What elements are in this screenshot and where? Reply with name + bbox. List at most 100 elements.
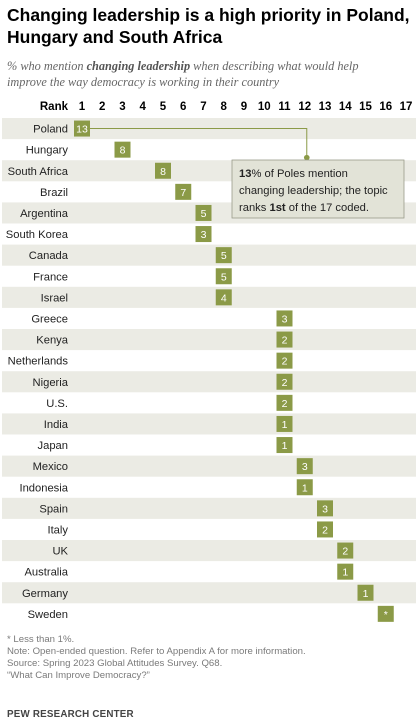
value-label: 1 bbox=[342, 567, 348, 579]
rank-tick-label: 5 bbox=[160, 101, 167, 113]
country-label: Netherlands bbox=[8, 356, 69, 368]
country-label: Italy bbox=[47, 524, 68, 536]
rank-square bbox=[215, 289, 232, 306]
subtitle-prefix: % who mention bbox=[7, 59, 87, 73]
rank-header: Rank bbox=[40, 101, 69, 113]
rank-square bbox=[195, 226, 212, 243]
country-label: Kenya bbox=[36, 335, 68, 347]
rank-tick-label: 9 bbox=[241, 101, 247, 113]
note-line: Note: Open-ended question. Refer to Appe… bbox=[7, 646, 306, 657]
rank-square bbox=[296, 458, 313, 475]
value-label: 3 bbox=[322, 503, 328, 515]
rank-tick-label: 13 bbox=[319, 101, 332, 113]
rank-square bbox=[175, 183, 192, 200]
value-label: 3 bbox=[201, 229, 207, 241]
note-line: * Less than 1%. bbox=[7, 634, 75, 645]
rank-square bbox=[357, 584, 374, 601]
row-stripe bbox=[2, 329, 416, 351]
rank-square bbox=[276, 352, 293, 369]
value-label: 1 bbox=[282, 419, 288, 431]
country-label: India bbox=[44, 419, 69, 431]
rank-tick-label: 12 bbox=[298, 101, 311, 113]
row-stripe bbox=[2, 582, 416, 604]
note-line: “What Can Improve Democracy?” bbox=[7, 670, 150, 681]
country-label: Argentina bbox=[20, 208, 69, 220]
value-label: 1 bbox=[302, 482, 308, 494]
rank-tick-label: 14 bbox=[339, 101, 352, 113]
rank-tick-label: 1 bbox=[79, 101, 86, 113]
rank-square bbox=[74, 120, 90, 137]
rank-tick-label: 15 bbox=[359, 101, 372, 113]
row-stripe bbox=[2, 244, 416, 266]
country-label: Germany bbox=[22, 588, 68, 600]
value-label: 5 bbox=[201, 208, 207, 220]
value-label: 2 bbox=[282, 398, 288, 410]
country-label: Sweden bbox=[28, 609, 68, 621]
rank-square bbox=[317, 500, 333, 517]
country-label: Mexico bbox=[33, 461, 68, 473]
country-label: Brazil bbox=[40, 187, 68, 199]
country-label: Indonesia bbox=[19, 482, 68, 494]
country-label: France bbox=[33, 271, 68, 283]
country-label: UK bbox=[52, 546, 68, 558]
country-label: Canada bbox=[29, 250, 69, 262]
rank-square bbox=[337, 542, 354, 559]
country-label: Nigeria bbox=[33, 377, 69, 389]
rank-tick-label: 3 bbox=[119, 101, 125, 113]
subtitle-emphasis: changing leadership bbox=[86, 59, 191, 73]
value-label: 1 bbox=[282, 440, 288, 452]
value-label: 2 bbox=[342, 546, 348, 558]
annotation-dot bbox=[303, 154, 310, 161]
rank-tick-label: 17 bbox=[400, 101, 413, 113]
rank-square bbox=[215, 247, 232, 264]
rank-square bbox=[276, 373, 293, 390]
value-label: 5 bbox=[221, 271, 227, 283]
rank-tick-label: 7 bbox=[200, 101, 206, 113]
country-label: South Africa bbox=[8, 166, 69, 178]
rank-tick-label: 16 bbox=[379, 101, 392, 113]
value-label: 1 bbox=[363, 588, 369, 600]
row-stripe bbox=[2, 286, 416, 308]
country-label: U.S. bbox=[46, 398, 68, 410]
value-label: 2 bbox=[282, 335, 288, 347]
rank-square bbox=[276, 331, 293, 348]
value-label: 2 bbox=[282, 356, 288, 368]
country-label: Hungary bbox=[26, 145, 69, 157]
rank-tick-label: 8 bbox=[221, 101, 228, 113]
annotation-text-part: changing leadership; the topic bbox=[239, 185, 388, 197]
annotation-leader-line bbox=[90, 128, 308, 158]
annotation-box bbox=[231, 159, 405, 219]
value-label: 13 bbox=[76, 124, 88, 136]
rank-tick-label: 10 bbox=[258, 101, 271, 113]
value-label: 7 bbox=[180, 187, 186, 199]
value-label: * bbox=[384, 609, 388, 621]
rank-square bbox=[155, 162, 171, 179]
value-label: 2 bbox=[322, 524, 328, 536]
value-label: 3 bbox=[302, 461, 308, 473]
org-credit: PEW RESEARCH CENTER bbox=[7, 709, 134, 720]
rank-square bbox=[377, 605, 394, 622]
title-line-1: Changing leadership is a high priority i… bbox=[7, 5, 410, 25]
country-label: Poland bbox=[33, 124, 68, 136]
value-label: 5 bbox=[221, 250, 227, 262]
rank-square bbox=[276, 394, 293, 411]
value-label: 2 bbox=[282, 377, 288, 389]
country-label: Greece bbox=[31, 313, 68, 325]
rank-square bbox=[337, 563, 354, 580]
value-label: 8 bbox=[160, 166, 166, 178]
rank-square bbox=[114, 141, 131, 158]
annotation-text-part: % of Poles mention bbox=[251, 168, 347, 180]
value-label: 8 bbox=[120, 145, 126, 157]
rank-square bbox=[317, 521, 333, 538]
row-stripe bbox=[2, 540, 416, 562]
rank-square bbox=[276, 415, 293, 432]
country-label: Australia bbox=[24, 567, 68, 579]
country-label: South Korea bbox=[6, 229, 69, 241]
row-stripe bbox=[2, 497, 416, 519]
value-label: 4 bbox=[221, 292, 227, 304]
annotation-text-part: ranks bbox=[239, 202, 269, 214]
row-stripe bbox=[2, 371, 416, 393]
subtitle-line-2: improve the way democracy is working in … bbox=[7, 75, 280, 89]
annotation-text: 13% of Poles mention changing leadership;… bbox=[239, 168, 388, 214]
